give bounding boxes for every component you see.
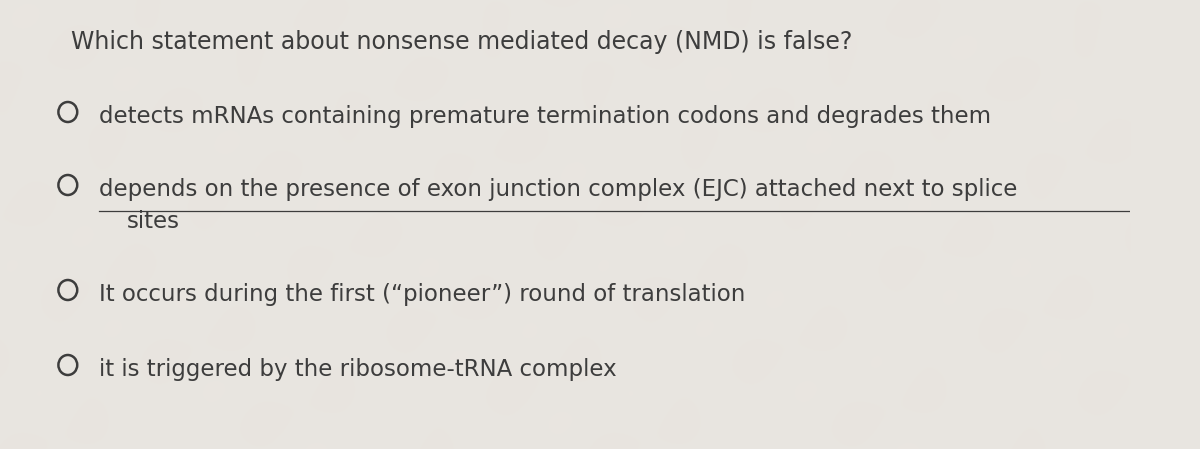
Text: depends on the presence of exon junction complex (EJC) attached next to splice: depends on the presence of exon junction… [98, 178, 1018, 201]
Text: It occurs during the first (“pioneer”) round of translation: It occurs during the first (“pioneer”) r… [98, 283, 745, 306]
Text: it is triggered by the ribosome-tRNA complex: it is triggered by the ribosome-tRNA com… [98, 358, 617, 381]
Text: Which statement about nonsense mediated decay (NMD) is false?: Which statement about nonsense mediated … [71, 30, 852, 54]
Text: detects mRNAs containing premature termination codons and degrades them: detects mRNAs containing premature termi… [98, 105, 991, 128]
Text: sites: sites [127, 210, 180, 233]
